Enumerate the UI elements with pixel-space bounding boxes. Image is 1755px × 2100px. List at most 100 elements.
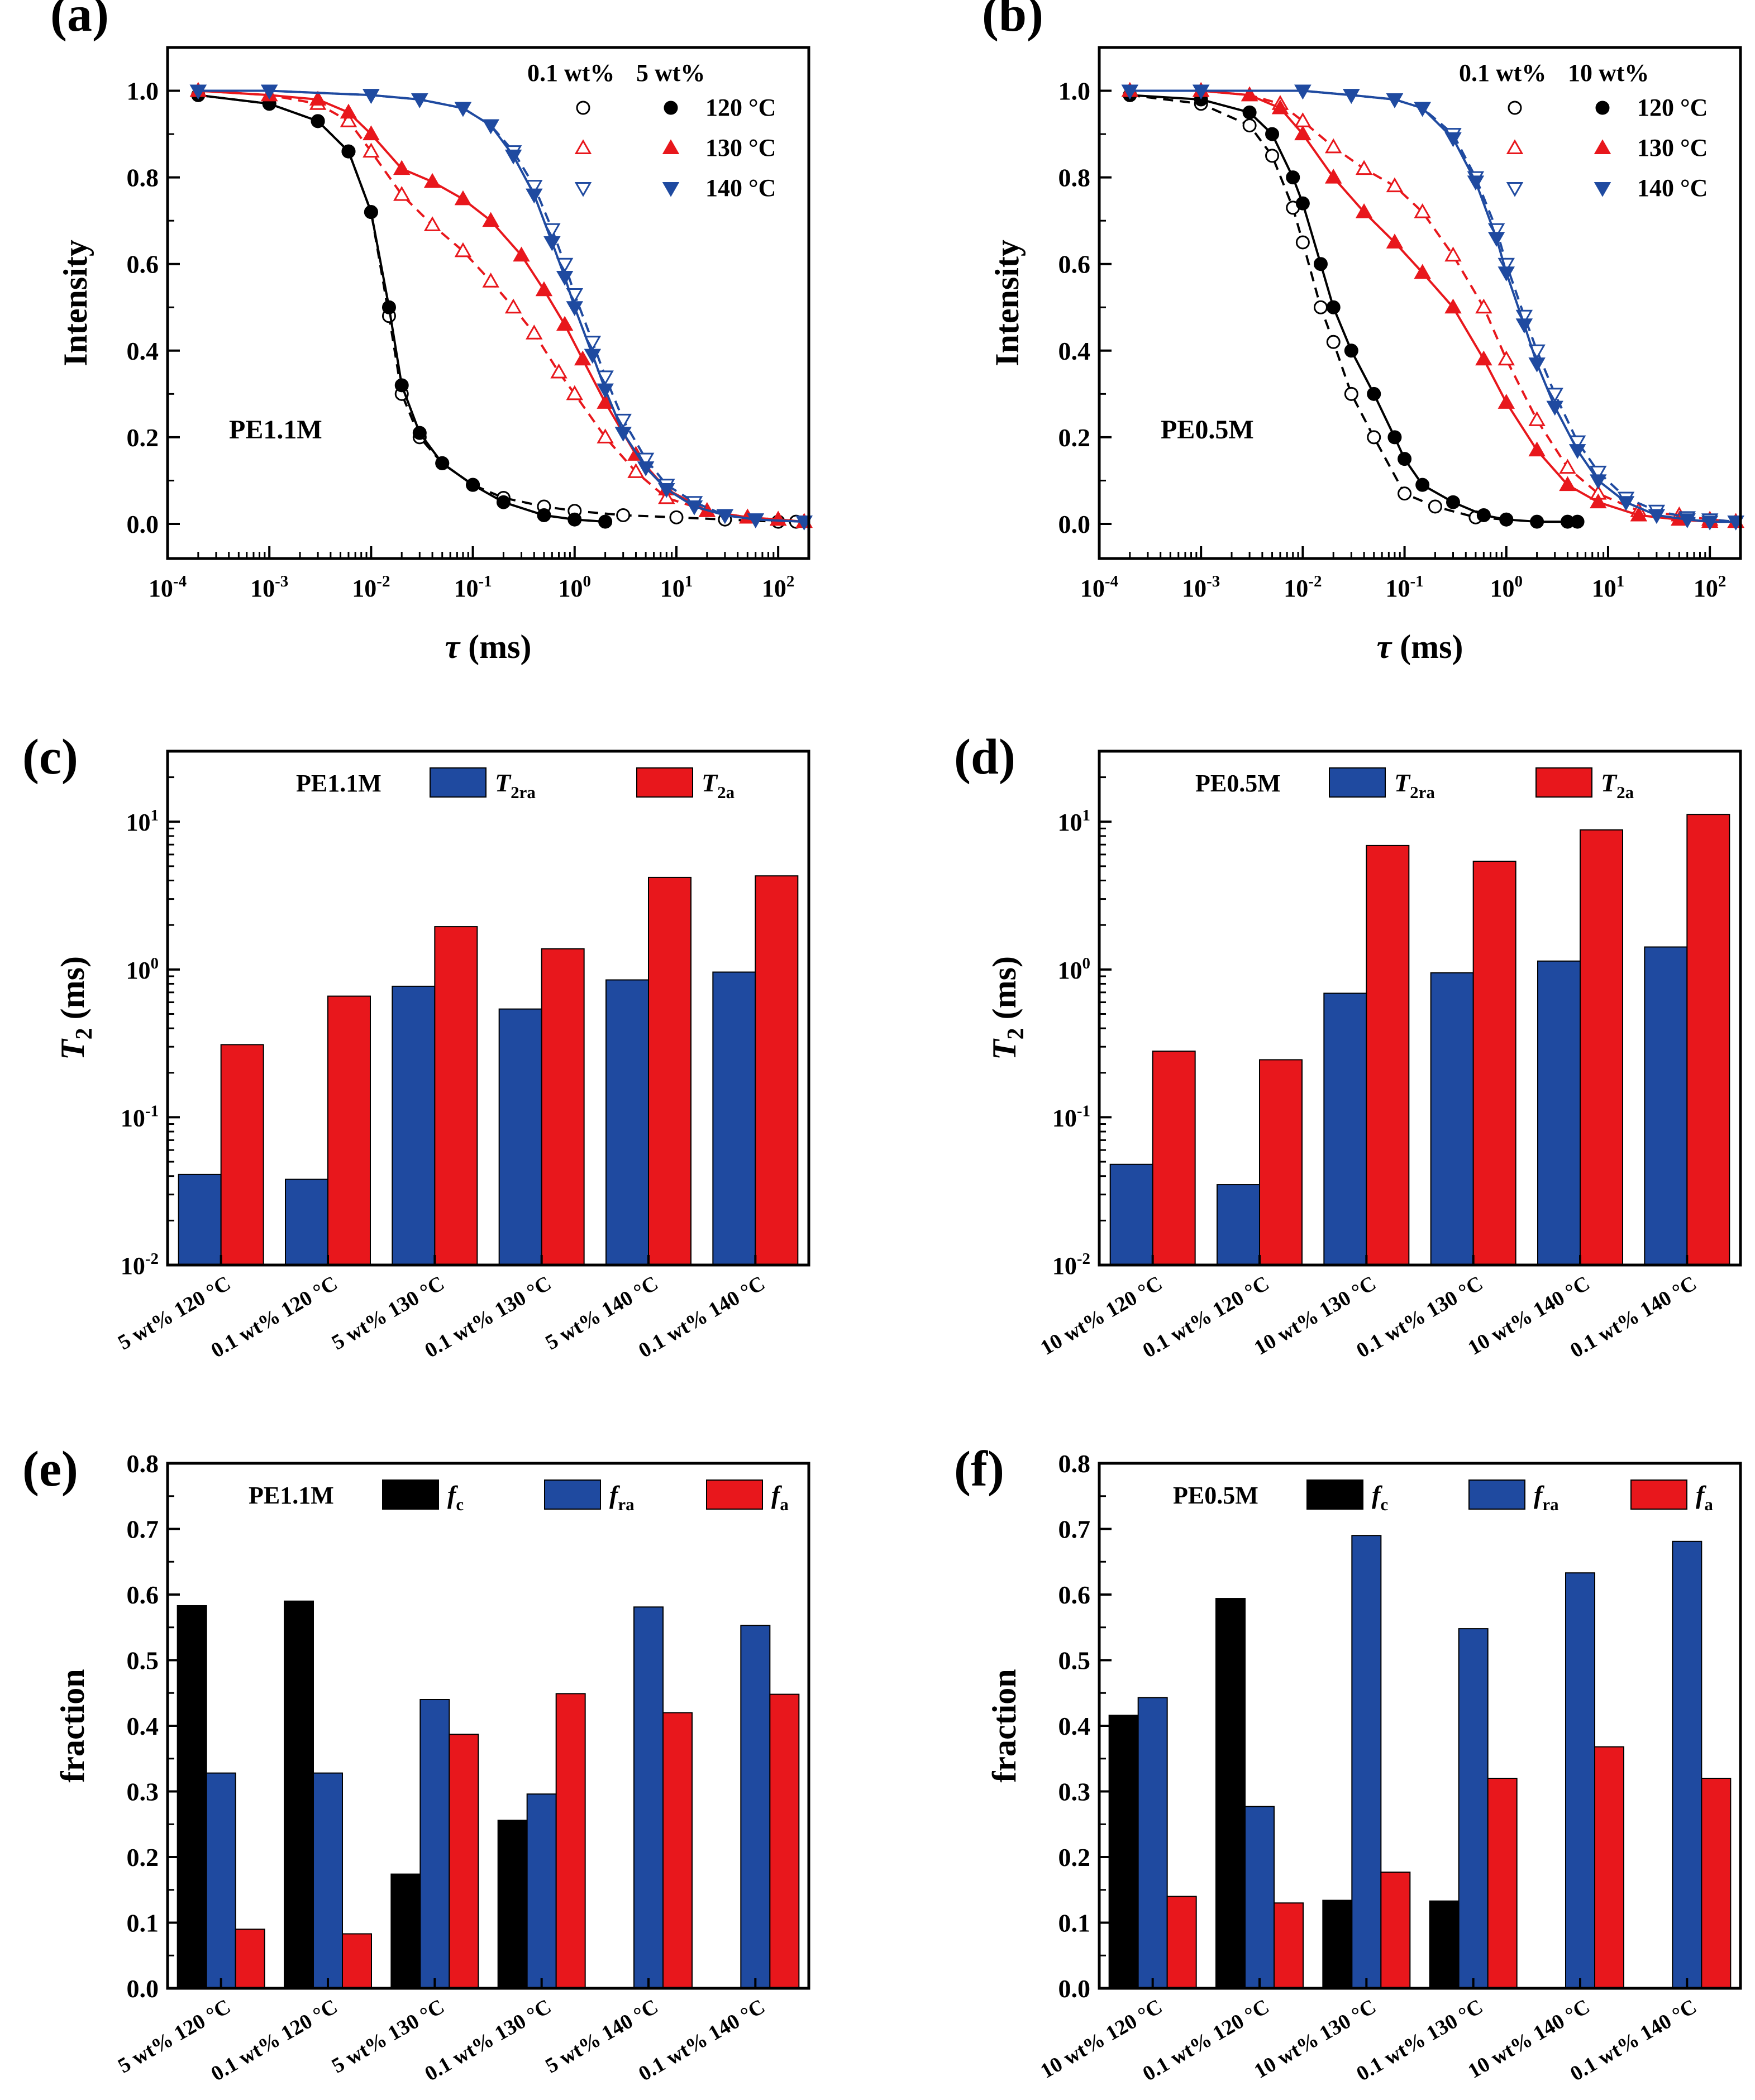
panel-a-xtick-label-0-base: 10	[149, 575, 173, 602]
panel-a-axes-frame	[166, 46, 810, 560]
panel-b-data-point	[1242, 105, 1257, 120]
panel-b-xtick-label-2-exponent: -2	[1308, 572, 1322, 590]
panel-b-data-point	[1475, 350, 1492, 366]
panel-b-data-point	[1265, 127, 1280, 141]
panel-a-xtick-label-5-base: 10	[660, 575, 685, 602]
panel-b-data-point	[1326, 300, 1341, 314]
panel-c: 5 wt% 120 °C0.1 wt% 120 °C5 wt% 130 °C0.…	[22, 729, 810, 1363]
panel-a-data-point	[340, 103, 357, 119]
panel-b-xtick-label-4-exponent: 0	[1515, 572, 1523, 590]
panel-a-data-point	[513, 246, 530, 262]
panel-b-xlabel-symbol: τ	[1377, 628, 1393, 665]
panel-a-sample-label: PE1.1M	[229, 415, 322, 445]
panel-d-ytick-label-0-exponent: -2	[1077, 1250, 1090, 1268]
panel-d: 10 wt% 120 °C0.1 wt% 120 °C10 wt% 130 °C…	[954, 729, 1742, 1363]
panel-b-fit-line-4	[1129, 89, 1736, 523]
panel-c-panel-label: (c)	[22, 729, 78, 785]
panel-a-data-point	[550, 363, 567, 379]
panel-c-legend-swatch-1	[636, 767, 693, 798]
panel-a-data-point	[363, 89, 380, 104]
panel-f-legend-label-0-subscript: c	[1380, 1495, 1388, 1514]
panel-a-legend-marker-open	[576, 101, 590, 115]
panel-c-ytick-label-0-exponent: -2	[145, 1250, 159, 1268]
panel-e-ytick-label-3: 0.3	[127, 1778, 159, 1806]
panel-d-legend-label-0: T2ra	[1394, 769, 1435, 802]
panel-e-legend: PE1.1M fc fra fa	[249, 1479, 789, 1514]
panel-a-data-point	[363, 125, 380, 141]
panel-c-legend-label-0-subscript: 2ra	[511, 782, 536, 802]
panel-b-data-point	[1678, 513, 1696, 528]
panel-b-data-point	[1367, 386, 1381, 401]
panel-a-data-point	[504, 298, 522, 314]
panel-b-sample-label: PE0.5M	[1161, 415, 1254, 445]
panel-e-legend-label-1-symbol: f	[609, 1481, 621, 1509]
panel-a-data-point	[584, 349, 602, 364]
panel-e-legend-label-0: fc	[447, 1481, 464, 1514]
panel-b-data-point	[1355, 160, 1373, 175]
panel-b-data-point	[1271, 99, 1289, 114]
panel-b-data-point	[1324, 138, 1342, 154]
panel-a-fit-line-2	[198, 89, 804, 523]
panel-a-data-point	[747, 513, 764, 528]
panel-c-ylabel-unit: (ms)	[54, 956, 91, 1028]
panel-a-data-point	[685, 500, 703, 516]
panel-f-ytick-label-4: 0.4	[1058, 1712, 1091, 1740]
panel-a-data-point	[482, 212, 499, 227]
panel-b-xtick-label-0-base: 10	[1080, 575, 1105, 602]
panel-c-ytick-label-1-base: 10	[121, 1104, 145, 1132]
panel-e-ytick-label-2: 0.2	[127, 1843, 159, 1872]
panel-e-ytick-label-1: 0.1	[127, 1909, 159, 1937]
panel-a-data-point	[716, 509, 734, 524]
panel-a-legend-marker-open	[574, 139, 592, 154]
panel-b-legend: 0.1 wt% 10 wt% 120 °C 130 °C 140 °C	[1459, 59, 1708, 202]
panel-e-ytick-label-6: 0.6	[127, 1581, 159, 1609]
panel-e-bar	[177, 1605, 207, 1989]
panel-b-data-point	[1428, 499, 1442, 514]
panel-d-bar	[1217, 1184, 1260, 1266]
panel-c-ylabel-symbol: T	[54, 1038, 91, 1060]
panel-e-legend-label-0-symbol: f	[447, 1481, 459, 1509]
panel-a-data-point	[381, 300, 396, 314]
panel-b-xtick-label-6-exponent: 2	[1718, 572, 1727, 590]
panel-a-data-point	[482, 119, 499, 135]
panel-d-legend-label-1: T2a	[1601, 769, 1634, 802]
panel-a-xlabel: τ (ms)	[445, 628, 532, 665]
panel-b-data-point	[1498, 266, 1515, 281]
panel-a-data-point	[597, 394, 614, 409]
panel-b-xlabel: τ (ms)	[1377, 628, 1463, 665]
panel-a-data-point	[454, 102, 472, 117]
panel-a-data-point	[435, 456, 450, 470]
panel-b-panel-label: (b)	[982, 0, 1043, 42]
panel-c-legend-sample: PE1.1M	[296, 770, 381, 797]
panel-e-bar	[769, 1693, 800, 1989]
panel-f-bar	[1166, 1896, 1197, 1989]
panel-a-data-point	[454, 190, 472, 206]
panel-b-legend-marker-filled	[1595, 101, 1610, 115]
panel-a-series-5	[189, 84, 813, 531]
panel-b-data-point	[1344, 343, 1358, 358]
panel-a-xtick-label-4-exponent: 0	[583, 572, 592, 590]
panel-b-data-point	[1414, 203, 1431, 218]
panel-a-data-point	[526, 324, 543, 340]
panel-b-data-point	[1528, 357, 1546, 373]
panel-b-data-point	[1295, 196, 1310, 211]
panel-b-data-point	[1498, 394, 1515, 409]
panel-b-data-point	[1570, 514, 1585, 529]
panel-f-bar	[1672, 1540, 1702, 1989]
panel-b-legend-marker-open	[1506, 139, 1524, 154]
panel-f-bar	[1137, 1697, 1168, 1989]
panel-a-data-point	[526, 188, 543, 204]
panel-a-series-2	[189, 82, 813, 528]
panel-c-ylabel-subscript: 2	[71, 1028, 97, 1039]
panel-e-bar	[497, 1820, 528, 1989]
panel-b-data-point	[1313, 257, 1328, 271]
panel-d-ylabel-symbol: T	[986, 1038, 1023, 1060]
panel-c-ytick-label-3: 101	[126, 806, 159, 836]
panel-c-bar	[220, 1044, 264, 1266]
panel-b-data-point	[1648, 509, 1666, 524]
panel-a-series-1	[191, 88, 613, 529]
panel-a-data-point	[454, 242, 472, 257]
panel-f-ytick-label-5: 0.5	[1058, 1646, 1091, 1675]
panel-a-legend-header-filled: 5 wt%	[636, 59, 705, 87]
